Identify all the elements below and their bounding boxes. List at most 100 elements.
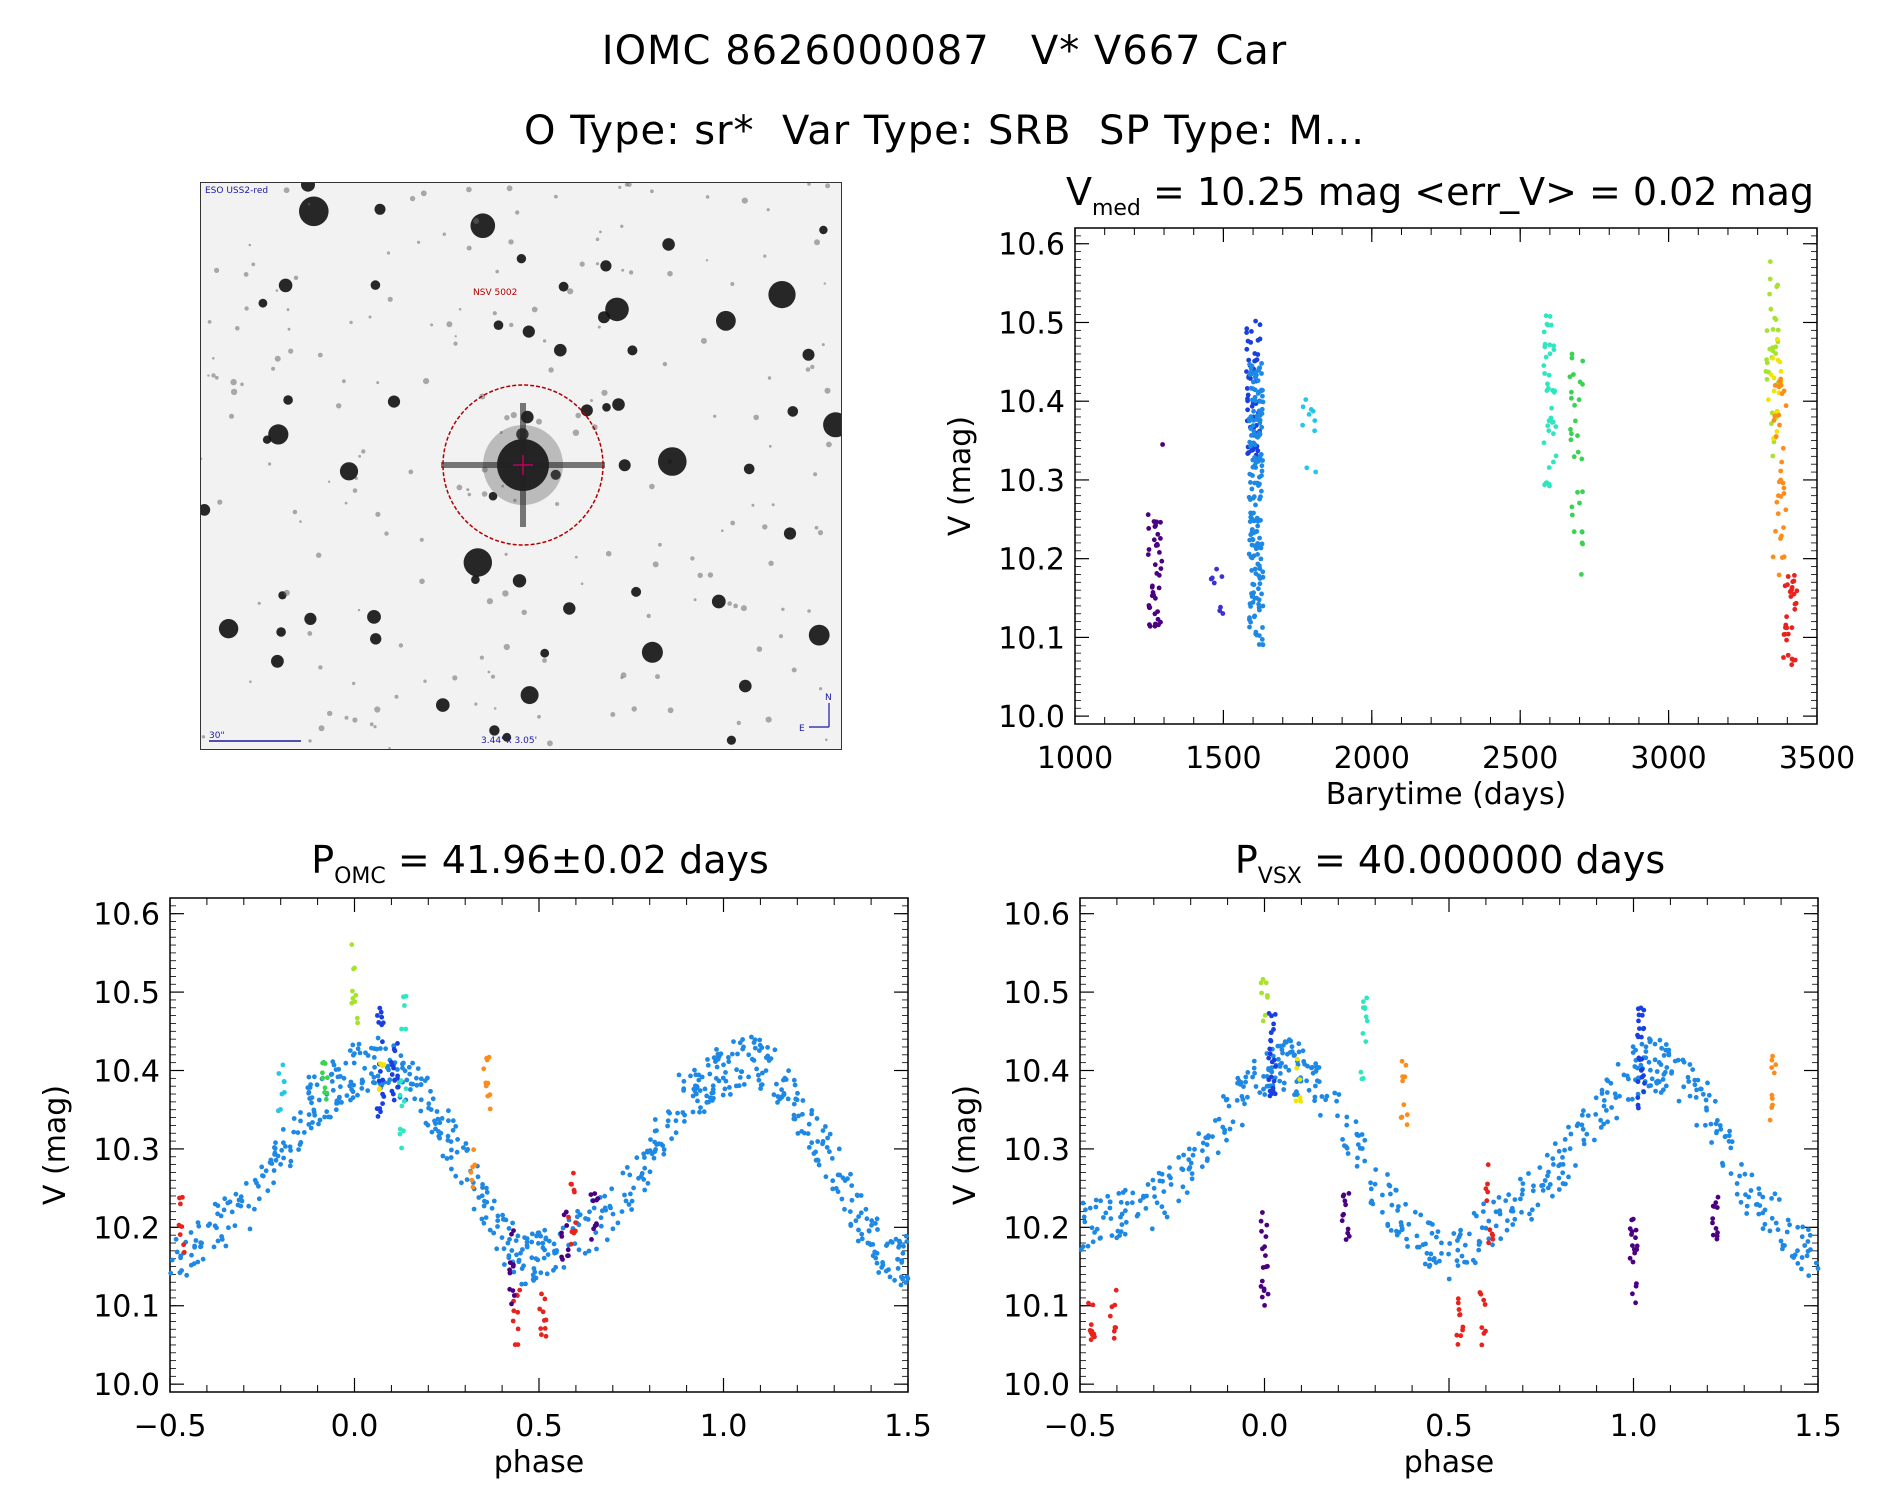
lightcurve-point <box>1257 432 1263 437</box>
field-star <box>580 582 584 585</box>
phase-vsx-point <box>1454 1258 1460 1264</box>
phase-omc-point <box>820 1139 826 1144</box>
phase-vsx-point <box>1629 1217 1635 1223</box>
phase-vsx-point <box>1535 1202 1541 1208</box>
lightcurve-point <box>1259 387 1264 393</box>
phase-omc-point <box>538 1326 544 1331</box>
phase-omc-point <box>542 1227 548 1233</box>
phase-vsx-point <box>1404 1112 1410 1118</box>
phase-vsx-point <box>1261 1074 1266 1079</box>
phase-omc-point <box>746 1052 752 1058</box>
phase-vsx-point <box>1710 1220 1715 1226</box>
phase-vsx-point <box>1424 1250 1430 1256</box>
phase-vsx-point <box>1250 1074 1255 1080</box>
phase-omc-point <box>414 1082 420 1088</box>
field-star <box>283 187 290 194</box>
phase-omc-point <box>356 1041 362 1047</box>
lightcurve-ytick-label: 10.2 <box>998 543 1065 578</box>
phase-vsx-point <box>1340 1212 1346 1218</box>
phase-omc-point <box>306 1074 312 1080</box>
field-star <box>825 738 828 742</box>
lightcurve-point <box>1774 284 1780 290</box>
phase-omc-point <box>391 1065 396 1071</box>
phase-omc-point <box>515 1233 521 1239</box>
finder-chart-image: ESO USS2-red NSV 5002 30" 3.44' x 3.05' … <box>200 182 842 750</box>
phase-omc-point <box>676 1072 682 1078</box>
phase-vsx-point <box>1113 1325 1119 1330</box>
phase-omc-point <box>487 1106 493 1112</box>
phase-vsx-point <box>1300 1048 1306 1054</box>
field-star <box>368 315 372 319</box>
lightcurve-point <box>1772 315 1778 321</box>
field-star <box>394 694 399 699</box>
lightcurve-xtick-label: 1500 <box>1185 741 1261 776</box>
phase-omc-point <box>809 1108 815 1113</box>
phase-omc-point <box>541 1255 547 1261</box>
phase-omc-point <box>459 1180 464 1186</box>
field-star <box>741 197 748 204</box>
field-star <box>248 243 252 247</box>
phase-vsx-point <box>1609 1105 1614 1110</box>
phase-vsx-point <box>1612 1091 1618 1097</box>
phase-omc-point <box>398 1078 404 1084</box>
field-star <box>824 387 831 394</box>
phase-vsx-point <box>1281 1042 1286 1048</box>
field-star <box>211 373 216 378</box>
phase-vsx-point <box>1404 1122 1410 1128</box>
phase-omc-point <box>297 1142 303 1147</box>
field-star <box>251 262 256 267</box>
phase-vsx-point <box>1221 1094 1226 1099</box>
field-star <box>287 327 291 331</box>
phase-omc-point <box>827 1149 832 1155</box>
field-star <box>369 722 374 727</box>
phase-omc-point <box>593 1230 599 1235</box>
phase-omc-point <box>282 1090 287 1095</box>
phase-omc-point <box>334 1101 339 1106</box>
phase-vsx-point <box>1659 1045 1664 1051</box>
phase-omc-point <box>714 1064 720 1070</box>
phase-vsx-point <box>1291 1053 1297 1058</box>
phase-omc-point <box>349 1000 355 1006</box>
phase-vsx-point <box>1388 1191 1393 1197</box>
phase-omc-point <box>212 1201 218 1207</box>
phase-vsx-point <box>1261 1288 1267 1294</box>
field-star <box>408 469 414 475</box>
phase-vsx-point <box>1558 1162 1563 1167</box>
phase-vsx-point <box>1204 1158 1210 1163</box>
phase-vsx-point <box>1484 1198 1490 1204</box>
phase-vsx-point <box>1540 1182 1546 1188</box>
phase-vsx-point <box>1485 1181 1490 1187</box>
phase-omc-point <box>714 1047 719 1052</box>
field-star <box>716 310 736 331</box>
lightcurve-point <box>1251 494 1257 499</box>
phase-vsx-point <box>1556 1148 1562 1154</box>
phase-vsx-point <box>1346 1191 1352 1196</box>
field-star <box>550 469 561 480</box>
phase-vsx-point <box>1643 1049 1649 1054</box>
phase-omc-point <box>811 1151 817 1156</box>
finder-chart-svg: ESO USS2-red NSV 5002 30" 3.44' x 3.05' … <box>201 183 841 749</box>
phase-omc-point <box>395 1084 401 1090</box>
phase-omc-point <box>301 1130 307 1135</box>
lightcurve-point <box>1251 614 1257 620</box>
phase-vsx-point <box>1704 1107 1709 1113</box>
phase-vsx-point <box>1145 1182 1151 1187</box>
phase-omc-point <box>271 1180 276 1186</box>
lightcurve-point <box>1577 500 1582 506</box>
lightcurve-point <box>1259 541 1265 547</box>
lightcurve-point <box>1773 434 1779 439</box>
phase-omc-point <box>243 1181 249 1186</box>
field-star <box>299 196 329 227</box>
field-star <box>783 527 797 540</box>
phase-omc-point <box>645 1180 651 1186</box>
phase-omc-point <box>229 1209 235 1215</box>
field-star <box>361 449 366 454</box>
phase-omc-point <box>263 1168 269 1174</box>
field-star <box>540 648 550 658</box>
field-star <box>697 572 703 578</box>
phase-vsx-point <box>1190 1152 1196 1158</box>
phase-omc-point <box>379 1022 385 1028</box>
lightcurve-point <box>1259 468 1265 474</box>
lightcurve-point <box>1791 657 1796 663</box>
lightcurve-frame <box>1074 227 1818 725</box>
